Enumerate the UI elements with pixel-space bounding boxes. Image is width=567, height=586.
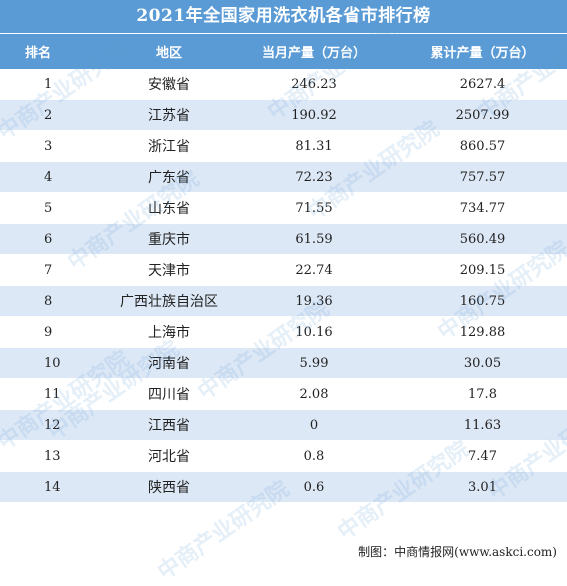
header-monthly: 当月产量（万台） xyxy=(261,46,366,61)
table-row: 9 上海市 10.16 129.88 xyxy=(0,317,567,348)
header-region: 地区 xyxy=(155,46,182,61)
rank-cell: 13 xyxy=(44,448,61,464)
table-row: 5 山东省 71.55 734.77 xyxy=(0,193,567,224)
region-cell: 重庆市 xyxy=(148,232,190,248)
header-cumulative: 累计产量（万台） xyxy=(430,46,535,61)
header-rank: 排名 xyxy=(25,46,52,61)
cumulative-cell: 734.77 xyxy=(459,200,506,216)
table-row: 12 江西省 0 11.63 xyxy=(0,410,567,441)
region-cell: 上海市 xyxy=(148,325,190,341)
cumulative-cell: 2627.4 xyxy=(459,76,506,92)
monthly-cell: 10.16 xyxy=(295,324,333,340)
table-row: 11 四川省 2.08 17.8 xyxy=(0,379,567,410)
region-cell: 广东省 xyxy=(148,170,190,186)
region-cell: 安徽省 xyxy=(148,77,190,93)
region-cell: 河北省 xyxy=(148,449,190,465)
region-cell: 四川省 xyxy=(148,387,190,403)
monthly-cell: 2.08 xyxy=(299,386,329,402)
monthly-cell: 0.6 xyxy=(303,479,325,495)
cumulative-cell: 2507.99 xyxy=(455,107,510,123)
table-title: 2021年全国家用洗衣机各省市排行榜 xyxy=(0,0,567,33)
monthly-cell: 0 xyxy=(309,417,319,433)
monthly-cell: 81.31 xyxy=(295,138,333,154)
cumulative-cell: 7.47 xyxy=(468,448,497,464)
region-cell: 天津市 xyxy=(148,263,190,279)
monthly-cell: 0.8 xyxy=(303,448,325,464)
rank-cell: 6 xyxy=(44,231,53,247)
region-cell: 河南省 xyxy=(148,356,190,372)
region-cell: 江西省 xyxy=(148,418,190,434)
monthly-cell: 61.59 xyxy=(295,231,333,247)
rank-cell: 14 xyxy=(44,479,61,495)
rank-cell: 8 xyxy=(44,293,53,309)
table-row: 7 天津市 22.74 209.15 xyxy=(0,255,567,286)
rank-cell: 11 xyxy=(44,386,61,402)
cumulative-cell: 17.8 xyxy=(468,386,497,402)
table-row: 10 河南省 5.99 30.05 xyxy=(0,348,567,379)
table-row: 8 广西壮族自治区 19.36 160.75 xyxy=(0,286,567,317)
rank-cell: 3 xyxy=(44,138,53,154)
region-cell: 陕西省 xyxy=(148,480,190,496)
monthly-cell: 246.23 xyxy=(291,76,337,92)
region-cell: 浙江省 xyxy=(148,139,190,155)
cumulative-cell: 209.15 xyxy=(459,262,506,278)
table-row: 4 广东省 72.23 757.57 xyxy=(0,162,567,193)
rank-cell: 2 xyxy=(44,107,53,123)
cumulative-cell: 757.57 xyxy=(459,169,506,185)
cumulative-cell: 11.63 xyxy=(463,417,502,433)
table-row: 13 河北省 0.8 7.47 xyxy=(0,441,567,472)
region-cell: 广西壮族自治区 xyxy=(120,294,218,310)
table-header: 排名 地区 当月产量（万台） 累计产量（万台） xyxy=(0,33,567,69)
table-row: 3 浙江省 81.31 860.57 xyxy=(0,131,567,162)
cumulative-cell: 560.49 xyxy=(459,231,506,247)
monthly-cell: 72.23 xyxy=(295,169,333,185)
table-row: 1 安徽省 246.23 2627.4 xyxy=(0,69,567,100)
cumulative-cell: 3.01 xyxy=(468,479,497,495)
rank-cell: 4 xyxy=(44,169,53,185)
rank-cell: 10 xyxy=(44,355,61,371)
source-credit: 制图：中商情报网(www.askci.com) xyxy=(358,545,557,559)
cumulative-cell: 160.75 xyxy=(459,293,506,309)
rank-cell: 1 xyxy=(44,76,53,92)
footer: 制图：中商情报网(www.askci.com) xyxy=(0,536,567,566)
rank-cell: 7 xyxy=(44,262,53,278)
cumulative-cell: 129.88 xyxy=(459,324,506,340)
table-row: 14 陕西省 0.6 3.01 xyxy=(0,472,567,503)
rank-cell: 5 xyxy=(44,200,53,216)
region-cell: 江苏省 xyxy=(148,108,190,124)
cumulative-cell: 30.05 xyxy=(463,355,502,371)
region-cell: 山东省 xyxy=(148,201,190,217)
table-body: 1 安徽省 246.23 2627.4 2 江苏省 190.92 2507.99 3 浙江省 81.… xyxy=(0,69,567,503)
rank-cell: 12 xyxy=(44,417,61,433)
table-row: 2 江苏省 190.92 2507.99 xyxy=(0,100,567,131)
cumulative-cell: 860.57 xyxy=(459,138,506,154)
rank-cell: 9 xyxy=(44,324,53,340)
table-row: 6 重庆市 61.59 560.49 xyxy=(0,224,567,255)
monthly-cell: 5.99 xyxy=(299,355,329,371)
monthly-cell: 71.55 xyxy=(295,200,333,216)
monthly-cell: 19.36 xyxy=(295,293,333,309)
monthly-cell: 22.74 xyxy=(295,262,333,278)
monthly-cell: 190.92 xyxy=(291,107,337,123)
